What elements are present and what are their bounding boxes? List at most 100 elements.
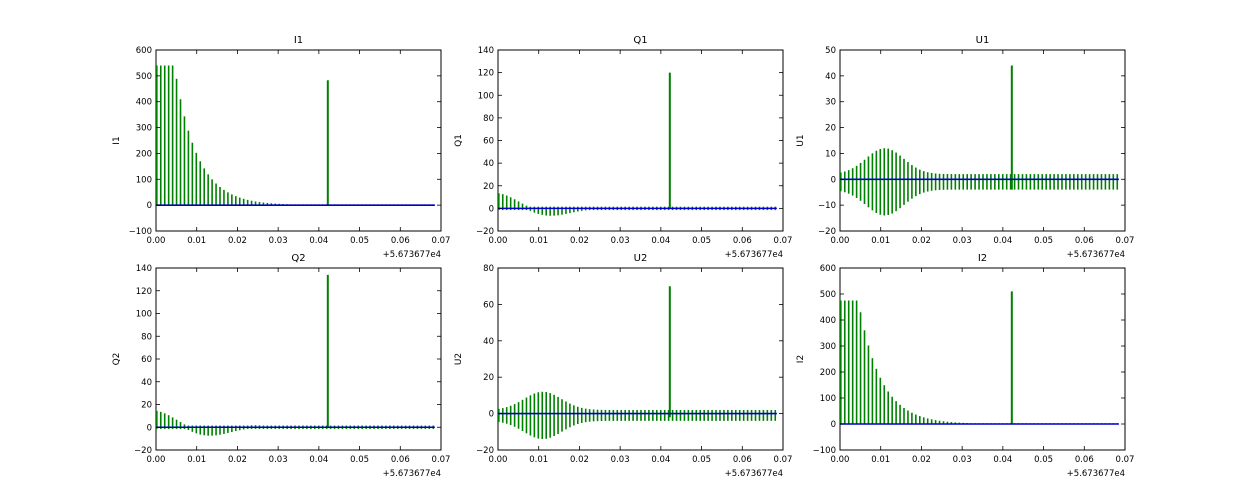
y-tick-label: 100	[136, 175, 152, 185]
y-tick-label: 300	[820, 342, 836, 352]
subplot-u1: 0.00 0.01 0.02 0.03 0.04 0.05 0.06 0.07 −20 −10 0 1…	[796, 35, 1134, 260]
y-tick-label: 400	[136, 98, 152, 108]
y-tick-label: 200	[820, 368, 836, 378]
y-tick-label: 60	[483, 300, 494, 310]
y-tick-label: 40	[825, 72, 836, 82]
plot-area	[156, 65, 435, 206]
y-tick-label: −20	[134, 446, 152, 456]
axes-frame	[155, 49, 442, 232]
y-axis-label: U2	[454, 353, 464, 365]
subplot-title: U2	[634, 253, 648, 264]
y-axis-label: I1	[112, 136, 122, 144]
axes-frame	[497, 267, 784, 451]
y-tick-label: 0	[147, 201, 152, 211]
y-tick-label: −20	[476, 446, 494, 456]
subplot-title: Q2	[291, 253, 305, 264]
y-tick-label: 50	[825, 46, 836, 56]
y-tick-label: 0	[147, 423, 152, 433]
y-axis-label: Q1	[454, 134, 464, 147]
y-tick-label: 140	[136, 264, 152, 274]
x-tick-label: 0.06	[391, 236, 410, 246]
y-tick-label: 140	[478, 46, 494, 56]
subplot-u2: 0.00 0.01 0.02 0.03 0.04 0.05 0.06 0.07 −20 0 20 40…	[454, 253, 792, 479]
y-tick-label: 20	[141, 401, 152, 411]
y-tick-label: −100	[813, 446, 836, 456]
y-tick-label: 20	[483, 373, 494, 383]
y-tick-label: 40	[483, 337, 494, 347]
x-tick-label: 0.05	[692, 455, 711, 465]
x-tick-label: 0.02	[570, 455, 589, 465]
x-tick-label: 0.04	[309, 455, 328, 465]
x-tick-label: 0.02	[912, 455, 931, 465]
x-tick-label: 0.01	[871, 236, 890, 246]
axes-frame	[155, 267, 442, 451]
y-tick-label: 60	[141, 355, 152, 365]
x-tick-label: 0.03	[611, 455, 630, 465]
y-tick-label: 200	[136, 149, 152, 159]
x-tick-label: 0.07	[432, 455, 451, 465]
x-tick-label: 0.01	[529, 236, 548, 246]
x-tick-label: 0.06	[733, 455, 752, 465]
x-tick-label: 0.01	[187, 455, 206, 465]
y-tick-label: 500	[136, 72, 152, 82]
y-tick-label: −20	[818, 227, 836, 237]
axes-frame	[497, 49, 784, 232]
subplot-i2: 0.00 0.01 0.02 0.03 0.04 0.05 0.06 0.07 −100 0 100…	[796, 253, 1134, 479]
x-tick-label: 0.07	[1116, 236, 1135, 246]
y-tick-label: 80	[141, 332, 152, 342]
x-tick-label: 0.00	[831, 236, 850, 246]
x-tick-label: 0.03	[953, 455, 972, 465]
y-tick-label: 100	[136, 310, 152, 320]
x-offset-label: +5.673677e4	[383, 469, 441, 479]
x-tick-label: 0.04	[993, 455, 1012, 465]
y-tick-label: 10	[825, 149, 836, 159]
x-tick-label: 0.00	[147, 236, 166, 246]
plot-area	[156, 274, 435, 436]
x-tick-label: 0.03	[953, 236, 972, 246]
x-tick-label: 0.05	[692, 236, 711, 246]
y-tick-label: 30	[825, 98, 836, 108]
subplot-q2: 0.00 0.01 0.02 0.03 0.04 0.05 0.06 0.07 −20 0 20 40…	[112, 253, 450, 479]
y-tick-label: 20	[825, 124, 836, 134]
plot-area	[840, 291, 1119, 425]
x-tick-label: 0.04	[309, 236, 328, 246]
y-tick-label: 600	[820, 264, 836, 274]
y-tick-label: 300	[136, 124, 152, 134]
x-tick-label: 0.01	[529, 455, 548, 465]
x-offset-label: +5.673677e4	[1067, 250, 1125, 260]
y-tick-label: 20	[483, 182, 494, 192]
x-tick-label: 0.01	[871, 455, 890, 465]
x-tick-label: 0.06	[1075, 236, 1094, 246]
x-tick-label: 0.06	[733, 236, 752, 246]
plot-area	[498, 286, 777, 440]
axes-frame	[839, 49, 1126, 232]
x-tick-label: 0.05	[350, 455, 369, 465]
plot-area	[498, 72, 777, 216]
x-tick-label: 0.00	[489, 455, 508, 465]
x-tick-label: 0.00	[831, 455, 850, 465]
x-tick-label: 0.03	[269, 455, 288, 465]
subplot-title: I2	[978, 253, 987, 264]
subplot-q1: 0.00 0.01 0.02 0.03 0.04 0.05 0.06 0.07 −20 0 20 40…	[454, 35, 792, 260]
y-tick-label: 400	[820, 316, 836, 326]
y-tick-label: −20	[476, 227, 494, 237]
subplot-title: Q1	[633, 35, 647, 46]
subplot-i1: 0.00 0.01 0.02 0.03 0.04 0.05 0.06 0.07 −100 0 100…	[112, 35, 450, 260]
y-tick-label: 80	[483, 264, 494, 274]
x-tick-label: 0.03	[611, 236, 630, 246]
x-tick-label: 0.04	[651, 236, 670, 246]
y-axis-label: U1	[796, 134, 806, 146]
y-tick-label: 0	[489, 410, 494, 420]
plot-area	[840, 65, 1119, 216]
y-tick-label: 100	[478, 91, 494, 101]
x-tick-label: 0.05	[1034, 236, 1053, 246]
x-tick-label: 0.07	[774, 455, 793, 465]
y-tick-label: −10	[818, 201, 836, 211]
x-tick-label: 0.05	[1034, 455, 1053, 465]
x-tick-label: 0.06	[1075, 455, 1094, 465]
y-tick-label: 60	[483, 137, 494, 147]
x-tick-label: 0.03	[269, 236, 288, 246]
y-tick-label: 120	[136, 287, 152, 297]
x-tick-label: 0.07	[774, 236, 793, 246]
